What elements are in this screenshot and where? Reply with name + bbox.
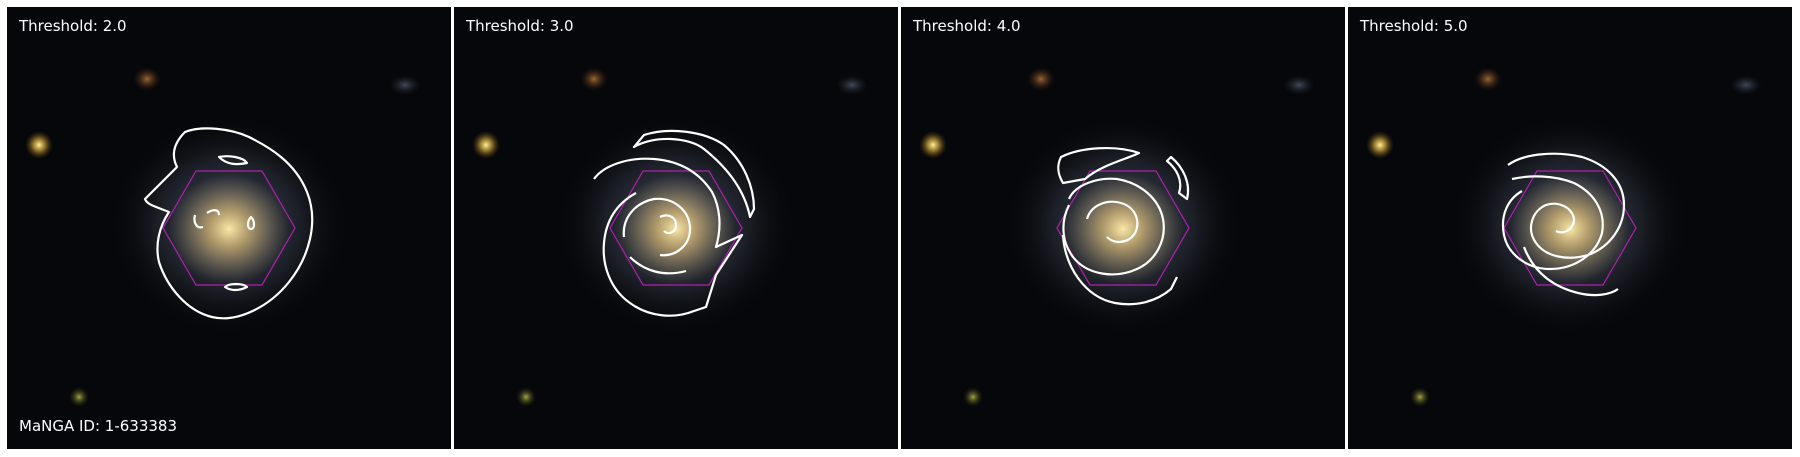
threshold-label: Threshold: 4.0: [913, 17, 1021, 35]
panel-threshold-2: Threshold: 2.0 MaNGA ID: 1-633383: [7, 7, 451, 449]
contour-lines: [1501, 152, 1626, 297]
galaxy-image: [1348, 7, 1792, 449]
panel-threshold-4: Threshold: 4.0: [901, 7, 1345, 449]
contour-lines: [143, 127, 314, 320]
panel-threshold-5: Threshold: 5.0: [1348, 7, 1792, 449]
galaxy-image: [901, 7, 1345, 449]
galaxy-image: [7, 7, 451, 449]
threshold-label: Threshold: 3.0: [466, 17, 574, 35]
ifu-hexagon: [162, 170, 296, 286]
threshold-label: Threshold: 5.0: [1360, 17, 1468, 35]
ifu-hexagon: [609, 170, 743, 286]
contour-lines: [593, 129, 756, 317]
galaxy-image: [454, 7, 898, 449]
threshold-label: Threshold: 2.0: [19, 17, 127, 35]
contour-lines: [1057, 146, 1190, 306]
panel-threshold-3: Threshold: 3.0: [454, 7, 898, 449]
ifu-hexagon: [1056, 170, 1190, 286]
manga-id-label: MaNGA ID: 1-633383: [19, 417, 178, 435]
